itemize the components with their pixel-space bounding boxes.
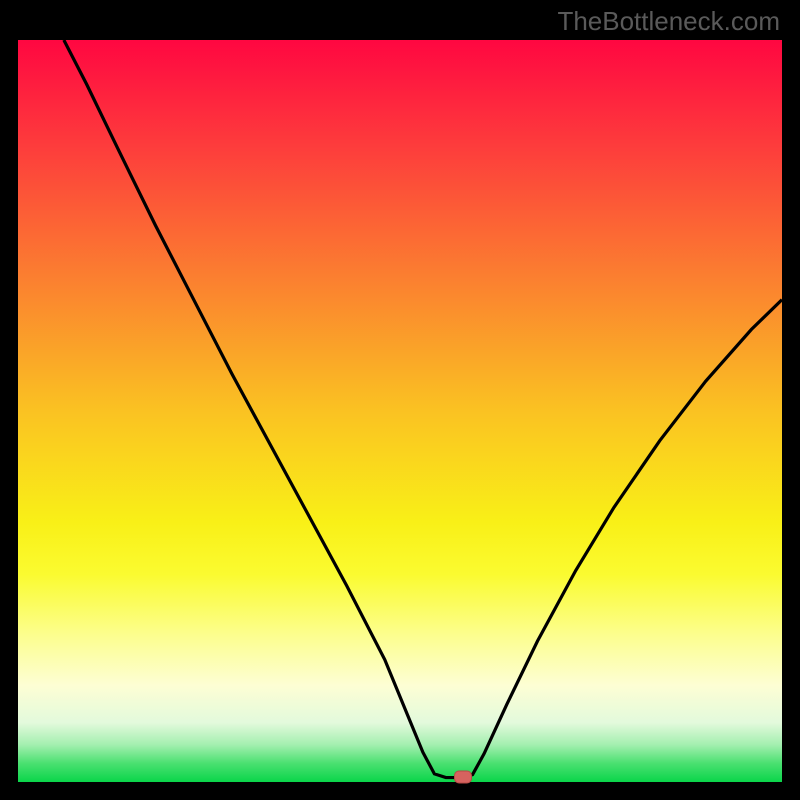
curve-path bbox=[64, 40, 782, 778]
bottleneck-curve bbox=[18, 40, 782, 782]
watermark-text: TheBottleneck.com bbox=[557, 6, 780, 37]
chart-frame bbox=[18, 40, 782, 782]
bottleneck-marker bbox=[454, 770, 472, 783]
